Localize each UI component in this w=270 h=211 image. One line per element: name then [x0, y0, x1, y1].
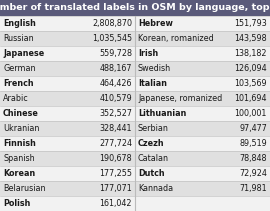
Text: Irish: Irish: [138, 49, 158, 58]
Bar: [135, 106, 270, 121]
Text: Czezh: Czezh: [138, 139, 165, 148]
Text: 177,071: 177,071: [99, 184, 132, 193]
Bar: [0, 91, 135, 106]
Bar: [0, 46, 135, 61]
Text: Finnish: Finnish: [3, 139, 36, 148]
Bar: [135, 151, 270, 166]
Text: Number of translated labels in OSM by language, top 25: Number of translated labels in OSM by la…: [0, 4, 270, 12]
Text: Korean: Korean: [3, 169, 35, 178]
Text: 328,441: 328,441: [100, 124, 132, 133]
Text: 177,255: 177,255: [99, 169, 132, 178]
Bar: [0, 151, 135, 166]
Text: 2,808,870: 2,808,870: [92, 19, 132, 28]
Bar: [0, 121, 135, 136]
Text: 78,848: 78,848: [239, 154, 267, 163]
Text: 101,694: 101,694: [235, 94, 267, 103]
Text: 72,924: 72,924: [239, 169, 267, 178]
Bar: [135, 31, 270, 46]
Text: 97,477: 97,477: [239, 124, 267, 133]
Text: Belarusian: Belarusian: [3, 184, 46, 193]
Text: 410,579: 410,579: [99, 94, 132, 103]
Bar: [0, 181, 135, 196]
Bar: [135, 181, 270, 196]
Text: Japanese: Japanese: [3, 49, 44, 58]
Bar: [135, 136, 270, 151]
Bar: [135, 91, 270, 106]
Text: 352,527: 352,527: [99, 109, 132, 118]
Bar: [135, 61, 270, 76]
Text: Swedish: Swedish: [138, 64, 171, 73]
Text: 71,981: 71,981: [239, 184, 267, 193]
Text: 161,042: 161,042: [100, 199, 132, 208]
Bar: [0, 196, 135, 211]
Text: 559,728: 559,728: [99, 49, 132, 58]
Text: Italian: Italian: [138, 79, 167, 88]
Bar: [0, 16, 135, 31]
Bar: [135, 46, 270, 61]
Text: 143,598: 143,598: [234, 34, 267, 43]
Bar: [0, 106, 135, 121]
Bar: [0, 136, 135, 151]
Bar: [135, 196, 270, 211]
Bar: [135, 76, 270, 91]
Bar: [0, 0, 270, 16]
Text: 138,182: 138,182: [235, 49, 267, 58]
Text: 100,001: 100,001: [235, 109, 267, 118]
Text: Lithuanian: Lithuanian: [138, 109, 186, 118]
Text: Serbian: Serbian: [138, 124, 169, 133]
Text: 277,724: 277,724: [99, 139, 132, 148]
Text: 126,094: 126,094: [234, 64, 267, 73]
Text: Catalan: Catalan: [138, 154, 169, 163]
Text: 89,519: 89,519: [239, 139, 267, 148]
Text: 464,426: 464,426: [100, 79, 132, 88]
Text: English: English: [3, 19, 36, 28]
Text: 190,678: 190,678: [99, 154, 132, 163]
Text: Ukranian: Ukranian: [3, 124, 39, 133]
Bar: [135, 16, 270, 31]
Text: Russian: Russian: [3, 34, 34, 43]
Text: Korean, romanized: Korean, romanized: [138, 34, 214, 43]
Bar: [0, 31, 135, 46]
Bar: [0, 61, 135, 76]
Text: 151,793: 151,793: [234, 19, 267, 28]
Bar: [0, 76, 135, 91]
Text: Hebrew: Hebrew: [138, 19, 173, 28]
Text: Dutch: Dutch: [138, 169, 165, 178]
Text: 488,167: 488,167: [100, 64, 132, 73]
Text: Japanese, romanized: Japanese, romanized: [138, 94, 222, 103]
Text: Chinese: Chinese: [3, 109, 39, 118]
Bar: [135, 121, 270, 136]
Text: Polish: Polish: [3, 199, 30, 208]
Bar: [135, 166, 270, 181]
Text: 1,035,545: 1,035,545: [92, 34, 132, 43]
Bar: [0, 166, 135, 181]
Text: French: French: [3, 79, 34, 88]
Text: 103,569: 103,569: [234, 79, 267, 88]
Text: Kannada: Kannada: [138, 184, 173, 193]
Text: Spanish: Spanish: [3, 154, 35, 163]
Text: German: German: [3, 64, 35, 73]
Text: Arabic: Arabic: [3, 94, 29, 103]
